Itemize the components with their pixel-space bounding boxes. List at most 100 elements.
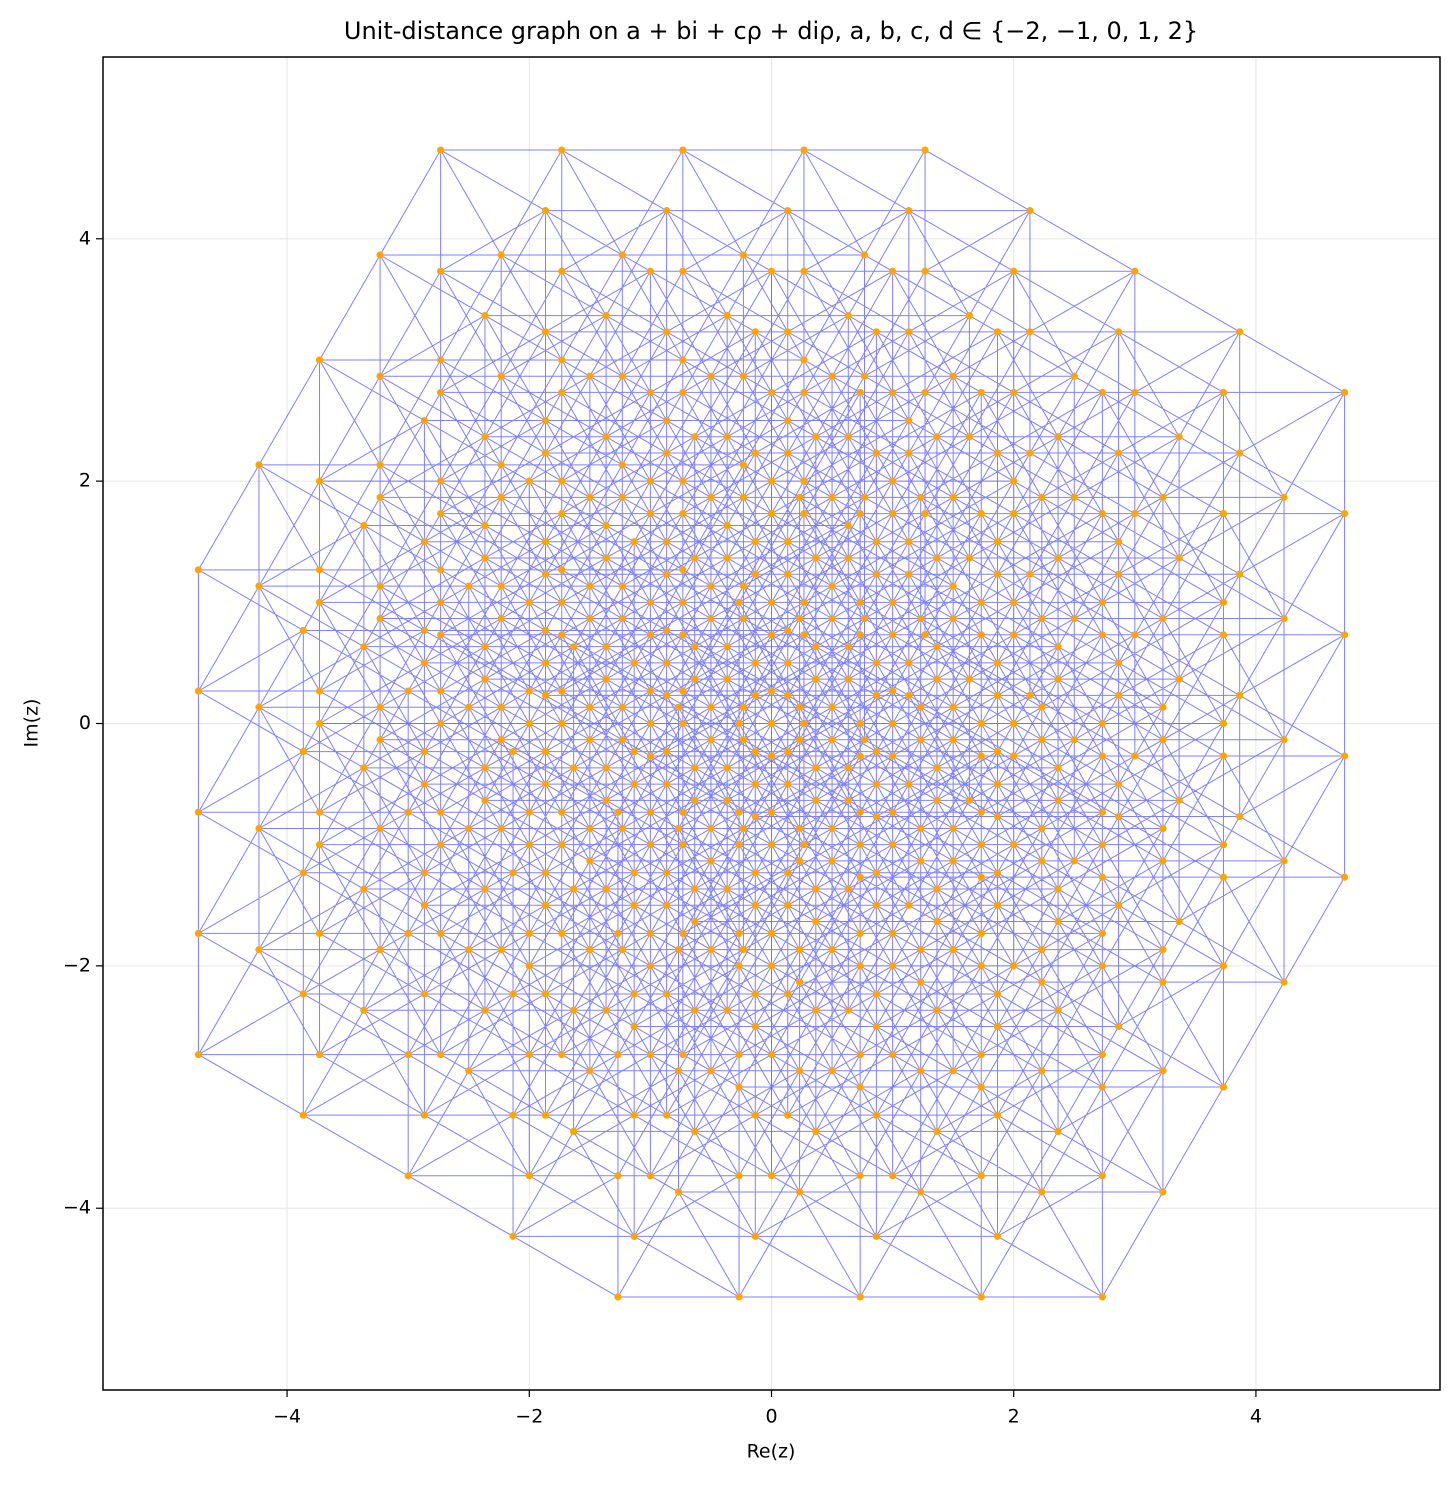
point: [1340, 631, 1349, 639]
point: [739, 946, 747, 954]
point: [933, 1127, 941, 1136]
point: [663, 990, 671, 998]
point: [767, 510, 776, 518]
point: [1114, 812, 1123, 821]
point: [437, 1050, 445, 1059]
point: [1236, 691, 1244, 699]
point: [437, 631, 445, 639]
point: [872, 901, 880, 909]
point: [751, 570, 759, 578]
point: [844, 1006, 852, 1014]
point: [663, 207, 671, 215]
point: [767, 477, 776, 485]
point: [800, 267, 808, 275]
point: [570, 1006, 578, 1014]
points: [194, 146, 1349, 1301]
point: [767, 631, 776, 639]
point: [993, 1022, 1002, 1031]
point: [663, 748, 671, 756]
point: [420, 1111, 429, 1119]
point: [570, 885, 578, 893]
point: [618, 614, 626, 623]
point: [1098, 719, 1106, 728]
point: [1159, 703, 1167, 711]
point: [541, 1111, 550, 1119]
point: [796, 857, 804, 865]
chart-title: Unit-distance graph on a + bi + cρ + diρ…: [344, 17, 1198, 45]
point: [315, 1050, 324, 1059]
point: [1114, 570, 1123, 578]
point: [420, 626, 429, 635]
point: [541, 780, 550, 788]
point: [558, 808, 566, 816]
point: [586, 946, 594, 954]
x-tick-label: −2: [515, 1406, 543, 1428]
point: [679, 598, 687, 606]
point: [1054, 764, 1062, 772]
point: [1038, 493, 1046, 501]
point: [630, 538, 638, 546]
point: [905, 780, 913, 788]
point: [751, 1232, 759, 1240]
point: [376, 824, 384, 833]
point: [255, 582, 263, 590]
edge-set: [197, 149, 1346, 1298]
point: [739, 614, 747, 623]
edges: [197, 149, 1346, 1298]
point: [558, 841, 566, 849]
point: [872, 449, 880, 457]
point: [828, 736, 836, 744]
point: [679, 808, 687, 816]
point: [921, 631, 929, 639]
point: [707, 824, 715, 833]
point: [889, 752, 897, 760]
point: [723, 643, 731, 651]
point: [735, 1172, 743, 1180]
point: [735, 719, 743, 728]
point: [376, 372, 384, 380]
point: [812, 796, 820, 804]
point: [1280, 493, 1288, 501]
point: [360, 764, 368, 772]
point: [497, 824, 505, 833]
point: [784, 869, 792, 877]
point: [481, 796, 489, 804]
point: [420, 901, 429, 909]
point: [1219, 841, 1228, 849]
point: [618, 582, 626, 590]
point: [602, 796, 610, 804]
point: [691, 764, 699, 772]
point: [614, 929, 622, 937]
point: [558, 687, 566, 695]
point: [663, 449, 671, 457]
point: [739, 824, 747, 833]
point: [993, 748, 1002, 756]
point: [1131, 388, 1139, 397]
point: [965, 796, 973, 804]
point: [965, 554, 973, 562]
point: [905, 691, 913, 699]
point: [663, 570, 671, 578]
point: [679, 388, 687, 397]
point: [735, 1083, 743, 1091]
point: [993, 1111, 1002, 1119]
point: [767, 752, 776, 760]
point: [993, 328, 1002, 336]
point: [949, 703, 957, 711]
point: [1038, 978, 1046, 986]
point: [739, 736, 747, 744]
point: [784, 449, 792, 457]
point: [679, 1050, 687, 1059]
point: [691, 554, 699, 562]
point: [796, 1188, 804, 1196]
point: [437, 687, 445, 695]
point: [630, 1232, 638, 1240]
point: [735, 1293, 743, 1301]
point: [739, 703, 747, 711]
point: [828, 582, 836, 590]
point: [586, 703, 594, 711]
point: [558, 631, 566, 639]
point: [828, 857, 836, 865]
point: [889, 388, 897, 397]
